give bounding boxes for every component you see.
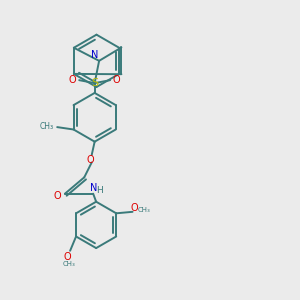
Text: O: O [130, 203, 138, 213]
Text: O: O [54, 191, 61, 201]
Text: N: N [91, 50, 99, 61]
Text: O: O [69, 75, 76, 85]
Text: S: S [91, 78, 98, 88]
Text: N: N [90, 183, 98, 193]
Text: O: O [86, 155, 94, 165]
Text: O: O [113, 75, 121, 85]
Text: H: H [96, 186, 103, 195]
Text: CH₃: CH₃ [40, 122, 54, 131]
Text: CH₃: CH₃ [62, 261, 75, 267]
Text: CH₃: CH₃ [137, 207, 150, 213]
Text: O: O [64, 252, 72, 262]
